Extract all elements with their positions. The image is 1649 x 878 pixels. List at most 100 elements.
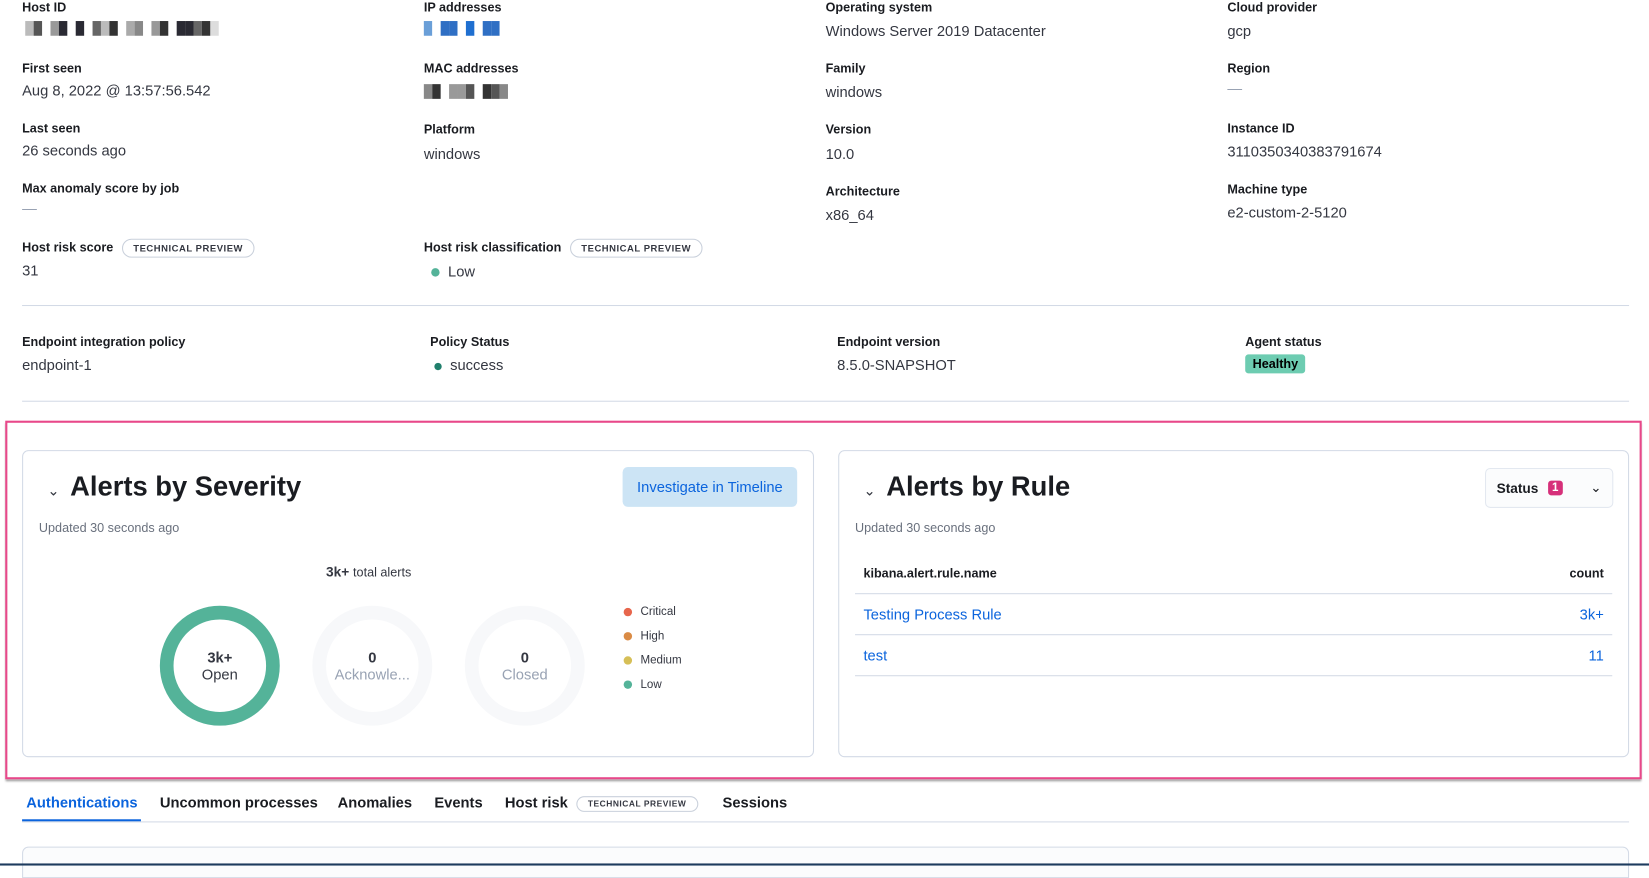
legend-label: Medium	[640, 654, 682, 667]
host-risk-classification-label: Host risk classification TECHNICAL PREVIE…	[424, 238, 703, 258]
status-filter-button[interactable]: Status 1 ⌄	[1485, 468, 1614, 508]
version-label: Version	[825, 121, 872, 137]
tab-uncommon-processes[interactable]: Uncommon processes	[159, 794, 318, 811]
host-id-label: Host ID	[22, 0, 67, 15]
severity-updated: Updated 30 seconds ago	[38, 520, 180, 536]
os-label: Operating system	[825, 0, 933, 15]
instance-id-label: Instance ID	[1227, 120, 1295, 136]
ip-addresses-label: IP addresses	[423, 0, 502, 15]
legend-label: Critical	[640, 605, 676, 619]
active-tab-indicator	[22, 819, 141, 822]
tab-host-risk-label: Host risk	[504, 794, 568, 811]
first-seen-label: First seen	[22, 60, 82, 76]
rule-count[interactable]: 3k+	[1579, 605, 1604, 623]
legend-critical[interactable]: Critical	[623, 605, 676, 619]
severity-panel-title: Alerts by Severity	[70, 470, 302, 502]
endpoint-version-value: 8.5.0-SNAPSHOT	[837, 356, 956, 374]
column-header-count[interactable]: count	[1569, 565, 1604, 581]
version-value: 10.0	[825, 145, 855, 162]
tab-events[interactable]: Events	[434, 794, 483, 811]
table-row: Testing Process Rule 3k+	[855, 594, 1613, 636]
architecture-value: x86_64	[825, 206, 874, 223]
risk-classification-text: Low	[448, 262, 476, 280]
high-dot-icon	[623, 632, 633, 641]
machine-type-value: e2-custom-2-5120	[1227, 204, 1347, 221]
mac-addresses-redacted	[423, 84, 508, 99]
donut-closed[interactable]: 0 Closed	[464, 605, 585, 726]
rule-updated: Updated 30 seconds ago	[855, 520, 996, 536]
technical-preview-badge: TECHNICAL PREVIEW	[569, 238, 703, 258]
table-header: kibana.alert.rule.name count	[855, 553, 1613, 595]
total-alerts-count: 3k+	[326, 563, 350, 580]
max-anomaly-value: —	[22, 199, 37, 217]
ip-addresses-redacted[interactable]	[423, 21, 500, 36]
low-dot-icon	[431, 268, 440, 277]
platform-value: windows	[423, 145, 481, 162]
medium-dot-icon	[623, 656, 633, 665]
last-seen-label: Last seen	[22, 120, 81, 136]
agent-status-label: Agent status	[1245, 334, 1322, 350]
host-risk-classification-value: Low	[431, 263, 475, 280]
rule-panel-header[interactable]: ⌄ Alerts by Rule	[863, 470, 1070, 503]
legend-label: High	[640, 629, 665, 643]
instance-id-value: 3110350340383791674	[1227, 143, 1382, 160]
last-seen-value: 26 seconds ago	[22, 141, 127, 159]
host-id-redacted	[25, 21, 219, 36]
alerts-by-rule-panel: ⌄ Alerts by Rule Updated 30 seconds ago S…	[838, 450, 1630, 758]
highlight-box	[5, 420, 1642, 780]
donut-open[interactable]: 3k+ Open	[159, 605, 280, 726]
family-label: Family	[825, 60, 866, 76]
rule-name-link[interactable]: test	[863, 646, 888, 664]
tab-anomalies[interactable]: Anomalies	[337, 794, 413, 811]
donut-label: Open	[201, 665, 238, 683]
table-row: test 11	[855, 635, 1613, 677]
first-seen-value: Aug 8, 2022 @ 13:57:56.542	[22, 82, 211, 99]
bottom-edge	[0, 863, 1649, 866]
tabs-divider	[22, 821, 1630, 823]
status-filter-label: Status	[1496, 480, 1539, 496]
region-label: Region	[1227, 60, 1271, 76]
policy-status-label: Policy Status	[430, 334, 510, 350]
host-risk-score-value: 31	[22, 261, 39, 279]
chevron-down-icon[interactable]: ⌄	[863, 481, 876, 499]
legend-medium[interactable]: Medium	[623, 654, 682, 667]
legend-low[interactable]: Low	[623, 678, 662, 691]
technical-preview-badge: TECHNICAL PREVIEW	[576, 795, 698, 812]
tab-authentications[interactable]: Authentications	[26, 794, 138, 811]
donut-acknowledged[interactable]: 0 Acknowle...	[312, 605, 433, 726]
technical-preview-badge: TECHNICAL PREVIEW	[121, 238, 255, 258]
agent-status-badge: Healthy	[1245, 354, 1306, 374]
rule-name-link[interactable]: Testing Process Rule	[863, 605, 1002, 623]
os-value: Windows Server 2019 Datacenter	[825, 22, 1046, 39]
host-risk-score-label: Host risk score TECHNICAL PREVIEW	[22, 238, 255, 258]
severity-panel-header[interactable]: ⌄ Alerts by Severity	[47, 470, 301, 503]
status-dot-icon	[434, 362, 442, 370]
family-value: windows	[825, 83, 883, 100]
mac-addresses-label: MAC addresses	[423, 60, 519, 76]
tab-content-panel	[22, 846, 1630, 878]
rule-panel-title: Alerts by Rule	[886, 470, 1071, 502]
total-alerts-suffix: total alerts	[353, 564, 412, 580]
tab-sessions[interactable]: Sessions	[722, 794, 788, 811]
total-alerts: 3k+ total alerts	[326, 564, 411, 580]
legend-high[interactable]: High	[623, 629, 665, 643]
tab-host-risk[interactable]: Host risk TECHNICAL PREVIEW	[505, 794, 698, 812]
legend-label: Low	[640, 678, 662, 691]
donut-value: 0	[368, 648, 377, 666]
chevron-down-icon[interactable]: ⌄	[47, 481, 60, 499]
endpoint-policy-value: endpoint-1	[22, 356, 92, 374]
endpoint-policy-label: Endpoint integration policy	[22, 334, 186, 350]
cloud-provider-label: Cloud provider	[1227, 0, 1318, 15]
cloud-provider-value: gcp	[1227, 22, 1252, 39]
low-dot-icon	[623, 680, 633, 689]
divider	[22, 304, 1630, 307]
rule-count[interactable]: 11	[1588, 646, 1604, 664]
endpoint-version-label: Endpoint version	[837, 334, 941, 350]
column-header-rule-name[interactable]: kibana.alert.rule.name	[863, 565, 997, 581]
machine-type-label: Machine type	[1227, 181, 1308, 197]
platform-label: Platform	[423, 121, 476, 137]
donut-label: Closed	[501, 665, 548, 683]
status-filter-count: 1	[1547, 480, 1563, 496]
max-anomaly-label: Max anomaly score by job	[22, 180, 180, 196]
investigate-in-timeline-button[interactable]: Investigate in Timeline	[622, 466, 798, 507]
